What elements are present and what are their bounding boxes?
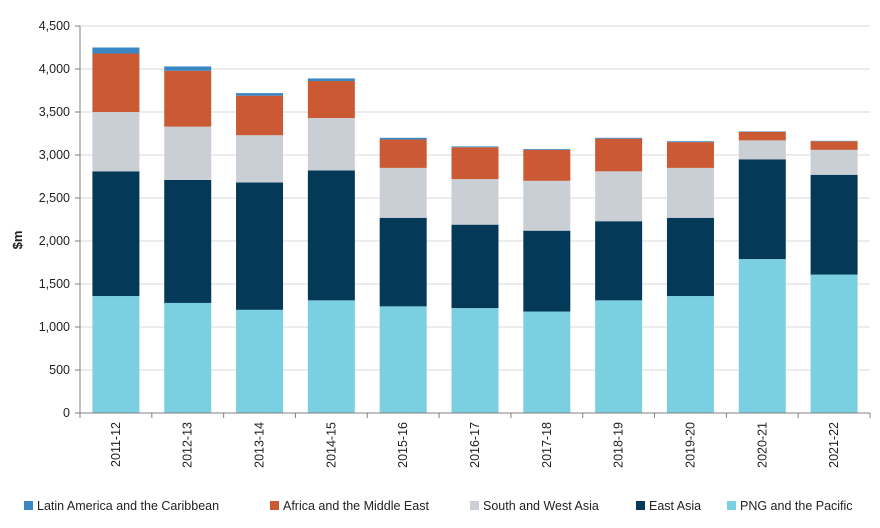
x-axis-ticks: 2011-12 2012-13 2013-14 2014-15 2015-16 2016-… [109,422,841,468]
x-tick-label: 2014-15 [324,422,338,468]
bar-segment [738,140,786,160]
bar-segment [666,142,714,168]
legend-swatch [270,501,279,510]
bar-segment [666,167,714,218]
bar-segment [307,300,355,413]
bar-segment [810,149,858,175]
bar-segment [595,300,643,413]
bar-segment [236,135,284,183]
bars [92,47,858,413]
legend-label: Africa and the Middle East [283,499,429,513]
y-tick-label: 1,500 [39,277,70,291]
y-tick-label: 4,500 [39,19,70,33]
bar-segment [164,66,212,71]
bar-segment [595,221,643,301]
x-tick-label: 2016-17 [468,422,482,468]
bar-segment [164,126,212,180]
bar-segment [595,138,643,172]
x-tick-label: 2020-21 [755,422,769,468]
legend: Latin America and the Caribbean Africa an… [24,499,853,513]
bar-segment [379,217,427,307]
bar-segment [523,148,571,150]
bar-segment [379,306,427,413]
bar-segment [92,47,140,54]
bar-segment [810,274,858,413]
bar-segment [738,131,786,141]
y-tick-label: 2,000 [39,234,70,248]
bar-segment [595,171,643,222]
bar-segment [666,296,714,413]
bar-segment [307,118,355,171]
y-axis-title: $m [10,231,25,250]
bar-segment [92,112,140,172]
bar-segment [451,179,499,225]
x-tick-label: 2013-14 [253,422,267,468]
bar-segment [164,302,212,413]
bar-segment [451,224,499,309]
legend-swatch [470,501,479,510]
legend-label: PNG and the Pacific [740,499,853,513]
x-tick-label: 2011-12 [109,422,123,467]
legend-swatch [24,501,33,510]
bar-segment [92,53,140,112]
bar-segment [666,141,714,143]
x-tick-label: 2012-13 [181,422,195,468]
legend-swatch [727,501,736,510]
bar-segment [236,309,284,413]
bar-segment [523,311,571,413]
bar-segment [595,137,643,139]
bar-segment [523,180,571,231]
legend-swatch [636,501,645,510]
y-tick-label: 3,500 [39,105,70,119]
bar-segment [523,149,571,181]
bar-segment [92,171,140,297]
x-tick-label: 2017-18 [540,422,554,468]
x-tick-label: 2015-16 [396,422,410,468]
bar-segment [451,308,499,413]
legend-label: East Asia [649,499,701,513]
y-axis-ticks: 0 500 1,000 1,500 2,000 2,500 3,000 3,500 4,000 4… [39,19,70,420]
bar-segment [666,217,714,297]
bar-segment [810,141,858,150]
bar-segment [810,174,858,275]
bar-segment [738,259,786,413]
bar-segment [523,230,571,312]
x-tick-label: 2021-22 [827,422,841,468]
bar-segment [236,93,284,96]
y-tick-label: 1,000 [39,320,70,334]
bar-segment [738,159,786,260]
bar-segment [379,137,427,140]
y-tick-label: 2,500 [39,191,70,205]
bar-segment [164,70,212,127]
bar-segment [451,147,499,180]
bar-segment [307,78,355,82]
bar-segment [307,81,355,119]
legend-label: Latin America and the Caribbean [37,499,219,513]
y-tick-label: 500 [49,363,70,377]
x-tick-label: 2018-19 [612,422,626,468]
y-tick-label: 3,000 [39,148,70,162]
bar-segment [92,296,140,413]
bar-segment [164,179,212,303]
y-tick-label: 4,000 [39,62,70,76]
y-tick-label: 0 [63,406,70,420]
bar-segment [379,167,427,218]
bar-segment [236,182,284,310]
bar-segment [307,170,355,301]
x-tick-label: 2019-20 [683,422,697,468]
bar-segment [451,146,499,148]
axes [75,25,871,418]
bar-segment [379,139,427,168]
legend-label: South and West Asia [483,499,599,513]
bar-segment [236,95,284,136]
